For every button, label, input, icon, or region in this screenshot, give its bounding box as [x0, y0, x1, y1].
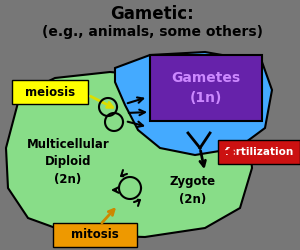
FancyBboxPatch shape: [12, 80, 88, 104]
Text: (e.g., animals, some others): (e.g., animals, some others): [41, 25, 262, 39]
Text: fertilization: fertilization: [224, 147, 294, 157]
Text: meiosis: meiosis: [25, 86, 75, 98]
FancyBboxPatch shape: [218, 140, 300, 164]
Text: Multicellular
Diploid
(2n): Multicellular Diploid (2n): [27, 138, 110, 186]
Polygon shape: [115, 52, 272, 155]
FancyBboxPatch shape: [150, 55, 262, 121]
FancyBboxPatch shape: [53, 223, 137, 247]
Text: Gametic:: Gametic:: [110, 5, 194, 23]
Text: mitosis: mitosis: [71, 228, 119, 241]
Polygon shape: [6, 72, 252, 237]
Text: Zygote
(2n): Zygote (2n): [170, 174, 216, 206]
Text: Gametes
(1n): Gametes (1n): [171, 71, 241, 105]
